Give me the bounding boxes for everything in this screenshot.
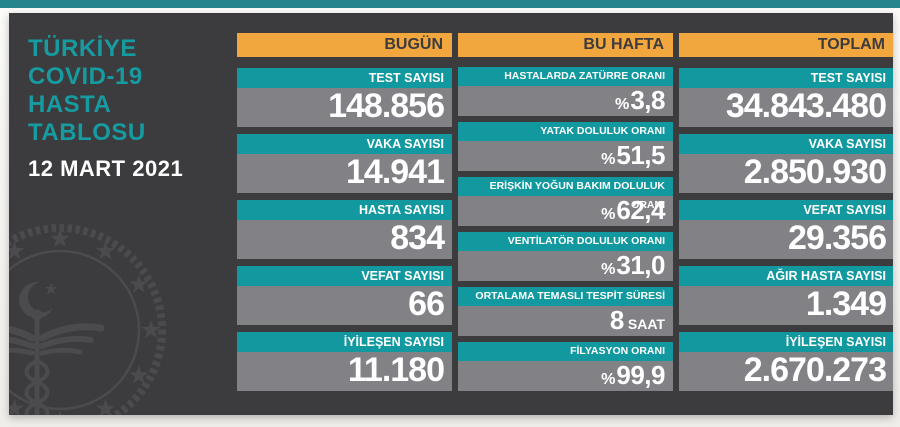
stat-block: VEFAT SAYISI 66 [237,266,452,325]
value-number: 11.180 [347,351,445,389]
stat-block: YATAK DOLULUK ORANI %51,5 [458,122,673,171]
stats-columns: BUGÜN TEST SAYISI 148.856 VAKA SAYISI 14.941… [237,33,893,391]
percent-sign: % [615,95,630,113]
percent-sign: % [601,260,616,278]
value-number: 51,5 [616,140,665,170]
stat-block: ORTALAMA TEMASLI TESPİT SÜRESİ 8 SAAT [458,287,673,336]
stat-block: VEFAT SAYISI 29.356 [679,200,893,259]
value-number: 2.850.930 [743,153,887,191]
value-number: 2.670.273 [743,351,887,389]
stat-value: 2.850.930 [679,154,893,193]
stat-value: 11.180 [237,352,452,391]
page-title: TÜRKİYE COVID-19 HASTA TABLOSU [28,35,146,147]
percent-sign: % [601,150,616,168]
title-line: TÜRKİYE [28,35,137,62]
stat-block: HASTA SAYISI 834 [237,200,452,259]
stat-value: 148.856 [237,88,452,127]
stat-label: TEST SAYISI [679,68,893,88]
stat-label: ERİŞKİN YOĞUN BAKIM DOLULUK ORANI [458,177,673,211]
value-number: 62,4 [616,195,665,225]
value-number: 66 [408,285,445,323]
stat-value: 834 [237,220,452,259]
stat-label: İYİLEŞEN SAYISI [237,332,452,352]
value-unit: SAAT [627,316,665,332]
stat-block: HASTALARDA ZATÜRRE ORANI %3,8 [458,67,673,116]
stat-block: AĞIR HASTA SAYISI 1.349 [679,266,893,325]
stat-label: HASTALARDA ZATÜRRE ORANI [458,67,673,86]
stat-value: 14.941 [237,154,452,193]
column-toplam: TOPLAM TEST SAYISI 34.843.480 VAKA SAYISI 2.… [679,33,893,391]
stat-value: %62,4 [458,196,673,226]
percent-sign: % [601,370,616,388]
column-bugun: BUGÜN TEST SAYISI 148.856 VAKA SAYISI 14.941… [237,33,452,391]
stat-value: 29.356 [679,220,893,259]
stat-block: TEST SAYISI 34.843.480 [679,68,893,127]
stat-label: ORTALAMA TEMASLI TESPİT SÜRESİ [458,287,673,306]
value-number: 834 [390,219,445,257]
stat-label: AĞIR HASTA SAYISI [679,266,893,286]
column-header-toplam: TOPLAM [679,33,893,57]
stat-label: TEST SAYISI [237,68,452,88]
value-number: 8 [609,305,624,335]
value-number: 34.843.480 [725,87,887,125]
value-number: 31,0 [616,250,665,280]
stat-label: YATAK DOLULUK ORANI [458,122,673,141]
stat-value: 66 [237,286,452,325]
stat-value: %51,5 [458,141,673,171]
stat-label: HASTA SAYISI [237,200,452,220]
value-number: 14.941 [346,153,445,191]
stat-block: FİLYASYON ORANI %99,9 [458,342,673,391]
main-panel: TÜRKİYE COVID-19 HASTA TABLOSU 12 MART 2… [9,13,893,415]
stat-label: VAKA SAYISI [679,134,893,154]
stat-block: İYİLEŞEN SAYISI 11.180 [237,332,452,391]
stat-value: 8 SAAT [458,306,673,336]
value-number: 99,9 [616,360,665,390]
title-line: HASTA [28,91,112,118]
stat-label: VENTİLATÖR DOLULUK ORANI [458,232,673,251]
column-header-bugun: BUGÜN [237,33,452,57]
stat-label: VEFAT SAYISI [679,200,893,220]
stat-value: 2.670.273 [679,352,893,391]
column-header-bu-hafta: BU HAFTA [458,33,673,57]
stat-block: İYİLEŞEN SAYISI 2.670.273 [679,332,893,391]
stat-block: TEST SAYISI 148.856 [237,68,452,127]
stat-label: FİLYASYON ORANI [458,342,673,361]
report-date: 12 MART 2021 [28,156,184,181]
value-number: 3,8 [630,85,665,115]
stat-label: İYİLEŞEN SAYISI [679,332,893,352]
stat-value: %3,8 [458,86,673,116]
title-line: TABLOSU [28,119,146,146]
value-number: 148.856 [328,87,445,125]
stat-value: %99,9 [458,361,673,391]
stat-block: VAKA SAYISI 14.941 [237,134,452,193]
stat-label: VAKA SAYISI [237,134,452,154]
stat-block: VAKA SAYISI 2.850.930 [679,134,893,193]
stat-value: 34.843.480 [679,88,893,127]
percent-sign: % [601,205,616,223]
health-ministry-logo-icon [9,224,166,415]
stat-label: VEFAT SAYISI [237,266,452,286]
value-number: 29.356 [788,219,887,257]
column-bu-hafta: BU HAFTA HASTALARDA ZATÜRRE ORANI %3,8 YATA… [458,33,673,391]
top-accent-bar [0,0,900,8]
stat-value: 1.349 [679,286,893,325]
stat-block: VENTİLATÖR DOLULUK ORANI %31,0 [458,232,673,281]
title-line: COVID-19 [28,63,143,90]
value-number: 1.349 [805,285,887,323]
stat-block: ERİŞKİN YOĞUN BAKIM DOLULUK ORANI%62,4 [458,177,673,226]
stat-value: %31,0 [458,251,673,281]
